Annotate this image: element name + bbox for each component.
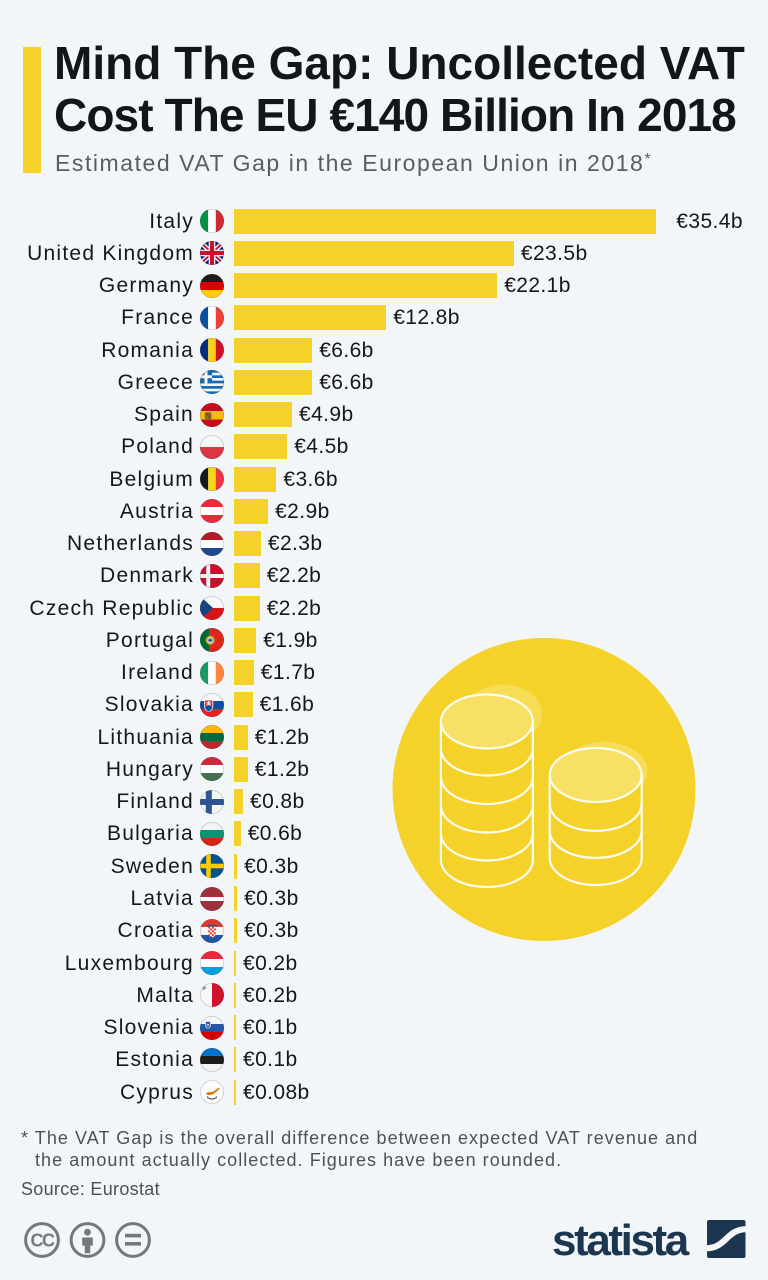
svg-text:CC: CC [31, 1231, 55, 1251]
svg-text:statista: statista [552, 1216, 690, 1264]
